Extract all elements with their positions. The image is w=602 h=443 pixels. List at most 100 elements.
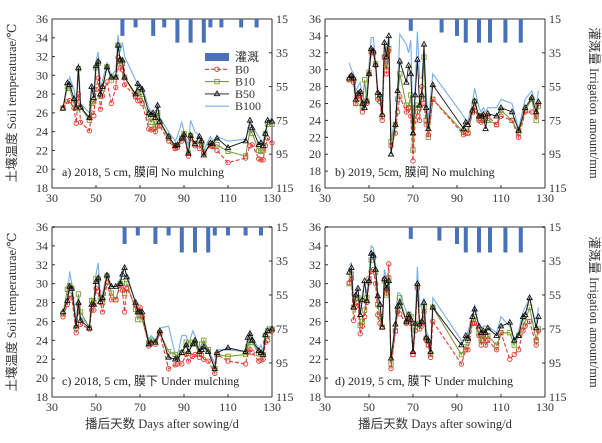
y-tick-label: 34 [309, 29, 321, 43]
y-tick-label: 16 [309, 181, 321, 195]
y2-tick-label: 55 [549, 288, 561, 302]
data-point-b50 [94, 274, 102, 281]
y-tick-label: 22 [309, 130, 321, 144]
data-point-b0 [269, 140, 275, 146]
data-point-b50 [425, 336, 432, 343]
data-point-b50 [462, 118, 470, 125]
data-point-b50 [198, 137, 205, 144]
data-point-b50 [354, 284, 362, 291]
y-tick-label: 36 [36, 12, 48, 26]
data-point-b50 [471, 97, 478, 104]
data-point-b50 [510, 336, 518, 343]
data-point-b10 [75, 291, 82, 297]
data-point-b0 [260, 356, 266, 362]
panel-label-a: a) 2018, 5 cm, 膜间 No mulching [62, 165, 224, 179]
x-tick-label: 110 [492, 191, 510, 205]
x-axis-title-right: 播后天数 Days after sowing/d [358, 416, 513, 431]
y-tick-label: 26 [36, 314, 48, 328]
data-point-b10 [408, 92, 414, 98]
irrigation-bar [135, 227, 140, 236]
data-point-b50 [429, 81, 437, 88]
data-point-b0 [104, 79, 110, 85]
data-point-b0 [427, 354, 434, 360]
y-tick-label: 26 [36, 106, 48, 120]
x-tick-label: 110 [219, 191, 237, 205]
data-point-b50 [66, 282, 73, 289]
irrigation-bar [166, 227, 171, 236]
data-point-b10 [108, 77, 115, 83]
data-point-b50 [185, 149, 192, 156]
data-point-b10 [361, 307, 368, 313]
irrigation-bar [455, 227, 459, 244]
data-point-b0 [139, 314, 145, 320]
y-tick-label: 34 [36, 31, 48, 45]
data-point-b50 [506, 318, 514, 325]
data-point-b50 [185, 347, 192, 354]
data-point-b50 [372, 265, 379, 272]
y2-tick-label: 95 [276, 147, 288, 161]
irrigation-bar [162, 19, 167, 28]
irrigation-bar [503, 227, 508, 253]
data-point-b50 [497, 104, 505, 110]
data-point-b0 [108, 100, 115, 107]
panel-b: 30 50 70 90 110 130 16 18 20 22 24 26 28 30 32 34 36 15 35… [309, 12, 567, 205]
data-point-b0 [185, 153, 192, 159]
y2-tick-label: 35 [276, 254, 288, 268]
y-tick-label: 18 [309, 390, 321, 404]
data-point-b50 [154, 101, 161, 108]
data-point-b0 [348, 276, 355, 282]
data-point-b0 [69, 295, 75, 301]
data-point-b50 [392, 120, 399, 127]
data-point-b0 [485, 337, 491, 343]
data-point-b0 [507, 356, 513, 362]
x-tick-label: 30 [319, 191, 331, 205]
data-point-b50 [242, 347, 249, 354]
data-point-b50 [152, 113, 159, 120]
data-point-b0 [372, 281, 379, 287]
data-point-b50 [86, 324, 93, 331]
data-point-b50 [363, 97, 371, 104]
data-point-b0 [463, 347, 469, 353]
legend-swatch-marker [214, 66, 220, 72]
data-point-b50 [257, 139, 265, 146]
data-point-b50 [191, 336, 199, 343]
data-point-b50 [99, 294, 106, 301]
irrigation-bar [153, 227, 158, 244]
data-point-b0 [469, 320, 476, 326]
data-point-b50 [480, 327, 487, 334]
y2-tick-label: 55 [549, 80, 561, 94]
data-point-b50 [68, 284, 76, 291]
series-line-b50 [348, 252, 539, 359]
data-point-b50 [378, 110, 386, 117]
irrigation-bar [226, 227, 230, 236]
data-point-b50 [262, 129, 269, 136]
data-point-b0 [242, 155, 249, 161]
x-tick-label: 70 [407, 400, 419, 414]
data-point-b0 [104, 280, 110, 286]
data-point-b50 [374, 88, 382, 95]
data-point-b50 [86, 113, 93, 120]
data-point-b50 [367, 44, 375, 51]
irrigation-bar [206, 227, 211, 253]
data-point-b10 [458, 351, 465, 358]
data-point-b10 [269, 121, 275, 127]
data-point-b0 [119, 287, 126, 293]
legend-label: B10 [235, 75, 255, 89]
data-point-b50 [196, 132, 203, 139]
y-tick-label: 34 [36, 239, 48, 253]
y2-tick-label: 95 [549, 356, 561, 370]
data-point-b50 [407, 70, 415, 77]
data-point-b50 [427, 347, 434, 354]
data-point-b0 [139, 100, 145, 107]
data-point-b0 [264, 135, 271, 141]
legend-swatch-marker [213, 90, 221, 97]
data-point-b50 [200, 343, 208, 350]
data-point-b0 [113, 84, 119, 91]
data-point-b0 [421, 309, 427, 315]
y2-tick-label: 35 [549, 254, 561, 268]
data-point-b50 [493, 112, 500, 119]
x-axis-title-left: 播后天数 Days after sowing/d [85, 416, 240, 431]
panel-a: 30 50 70 90 110 130 18 20 22 24 26 28 30 32 34 36 15 35 55… [36, 12, 294, 205]
data-point-b50 [361, 277, 368, 284]
y-tick-label: 36 [309, 220, 321, 234]
